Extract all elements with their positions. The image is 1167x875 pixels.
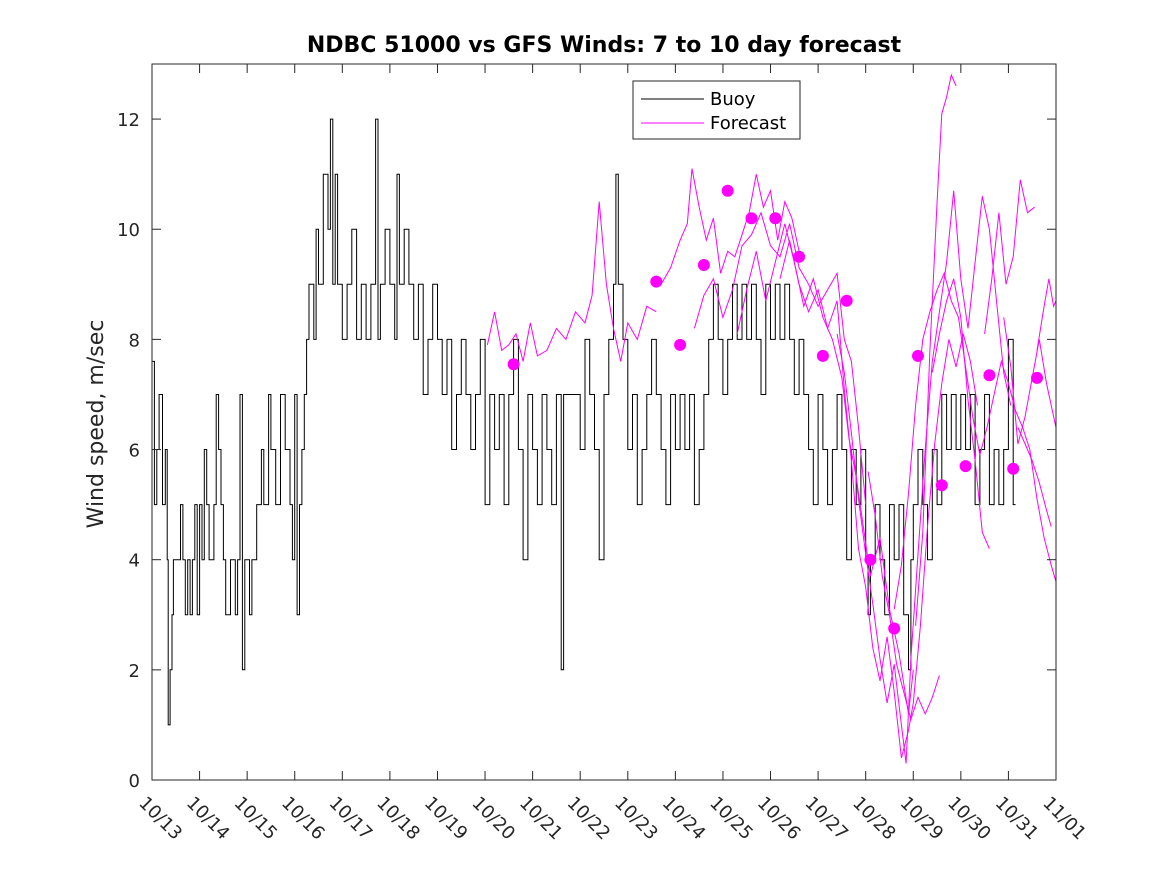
- forecast-marker-9: [816, 349, 829, 362]
- series-line-forecast-10: [931, 278, 990, 549]
- y-tick-label: 0: [129, 771, 140, 792]
- series-line-forecast-9: [915, 73, 957, 626]
- series-line-forecast-3: [693, 211, 867, 505]
- series-line-forecast-13: [1017, 427, 1052, 527]
- y-tick-label: 6: [129, 441, 140, 462]
- y-axis: 0 2 4 6 8 10 12: [117, 110, 1056, 792]
- forecast-marker-12: [888, 622, 901, 635]
- y-tick-label: 2: [129, 661, 140, 682]
- forecast-marker-7: [769, 212, 782, 225]
- legend-label-buoy: Buoy: [710, 89, 756, 110]
- legend: Buoy Forecast: [632, 80, 801, 140]
- series-line-forecast-11: [984, 179, 1035, 334]
- forecast-marker-2: [650, 275, 663, 288]
- forecast-marker-14: [935, 479, 948, 492]
- forecast-marker-13: [912, 349, 924, 362]
- forecast-marker-18: [1031, 371, 1043, 384]
- y-tick-label: 4: [129, 551, 140, 572]
- series-line-forecast-2: [660, 168, 800, 285]
- series-line-forecast-7: [867, 471, 940, 722]
- forecast-marker-16: [983, 369, 996, 382]
- y-tick-label: 8: [129, 330, 140, 351]
- series-line-forecast-4: [736, 223, 914, 714]
- plot-area: [152, 73, 1057, 764]
- forecast-marker-6: [745, 212, 758, 225]
- legend-label-forecast: Forecast: [710, 113, 786, 134]
- forecast-marker-8: [793, 250, 806, 263]
- series-line-forecast-5: [779, 240, 978, 759]
- series-line-forecast-1: [486, 201, 657, 362]
- y-tick-label: 10: [117, 220, 140, 241]
- chart-title: NDBC 51000 vs GFS Winds: 7 to 10 day for…: [307, 33, 902, 58]
- forecast-marker-15: [959, 460, 972, 473]
- forecast-marker-1: [507, 358, 520, 371]
- forecast-marker-17: [1007, 462, 1020, 475]
- forecast-marker-5: [721, 184, 734, 197]
- series-line-forecast-14: [1036, 278, 1057, 351]
- forecast-marker-4: [697, 259, 710, 271]
- axes-box: [151, 63, 1057, 781]
- y-tick-label: 12: [117, 110, 140, 131]
- forecast-marker-11: [864, 553, 877, 566]
- y-axis-label: Wind speed, m/sec: [84, 320, 109, 529]
- series-line-buoy: [152, 118, 1016, 726]
- legend-box: [632, 80, 801, 140]
- forecast-marker-10: [840, 294, 853, 307]
- forecast-marker-3: [674, 338, 687, 351]
